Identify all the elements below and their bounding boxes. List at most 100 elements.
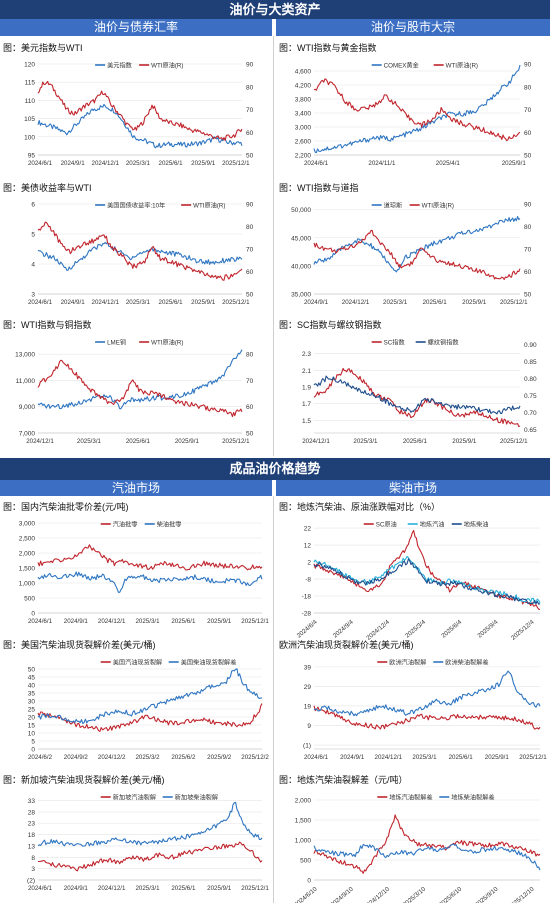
x-tick-label: 2024/9/1 xyxy=(64,618,89,625)
y-tick-label: 500 xyxy=(300,858,311,865)
series-line xyxy=(37,103,243,149)
series-line xyxy=(37,359,243,418)
x-tick-label: 2024/6/1 xyxy=(28,618,53,625)
x-tick-label: 2024/9/2 xyxy=(64,754,89,761)
x-tick-label: 2025/9/2 xyxy=(207,754,232,761)
x-tick-label: 2025/12/1 xyxy=(241,618,269,625)
y-right-tick-label: 90 xyxy=(246,62,254,69)
legend-label: COMEX黄金 xyxy=(384,62,420,70)
x-tick-label: 2025/12/1 xyxy=(222,160,250,167)
y-tick-label: 9 xyxy=(307,723,311,730)
series-line xyxy=(313,78,521,142)
series-line xyxy=(37,668,263,725)
x-tick-label: 2025/12/4 xyxy=(510,618,536,641)
y-right-tick-label: 0.65 xyxy=(524,427,537,434)
y-right-tick-label: 70 xyxy=(524,107,532,114)
y-tick-label: 3 xyxy=(31,292,35,299)
y-tick-label: 2,500 xyxy=(19,536,36,543)
x-tick-label: 2025/9/10 xyxy=(474,885,500,903)
panel-title-gold-wti: 图：WTI指数与黄金指数 xyxy=(279,43,377,53)
legend-label: SC原油 xyxy=(376,521,397,529)
y-right-tick-label: 80 xyxy=(524,224,532,231)
legend-label: WTI原油(R) xyxy=(422,202,454,210)
y-tick-label: 5 xyxy=(31,739,35,746)
y-tick-label: 3 xyxy=(31,866,35,873)
y-tick-label: -28 xyxy=(302,611,312,618)
y-tick-label: 8 xyxy=(31,855,35,862)
series-line xyxy=(37,703,263,732)
series-line xyxy=(313,558,541,605)
y-tick-label: 7,000 xyxy=(19,431,36,438)
x-tick-label: 2025/3/1 xyxy=(135,885,160,892)
chart-ust-wti: 3 4 5 6 50 60 70 80 90 2024/6/1 2024/9/1 2024/12/1 2… xyxy=(28,202,254,307)
y-tick-label: 1,500 xyxy=(295,818,312,825)
subheader-diesel-market: 柴油市场 xyxy=(276,480,550,496)
x-tick-label: 2025/9/1 xyxy=(191,299,216,306)
y-right-tick-label: 70 xyxy=(524,247,532,254)
panel-title-usd-wti: 图：美元指数与WTI xyxy=(3,43,83,53)
legend-label: 柴油批零 xyxy=(157,521,182,529)
series-line xyxy=(313,670,541,717)
y-tick-label: 100 xyxy=(24,134,35,141)
x-tick-label: 2024/9/1 xyxy=(304,299,329,306)
legend-label: WTI原油(R) xyxy=(151,339,183,347)
y-tick-label: 2,600 xyxy=(295,139,312,146)
legend-label: 美国柴油现货裂解差 xyxy=(181,659,237,667)
x-tick-label: 2025/6/1 xyxy=(159,299,184,306)
x-tick-label: 2025/3/2 xyxy=(135,754,160,761)
panel-title-sc-rebar: 图：SC指数与螺纹钢指数 xyxy=(279,320,382,330)
y-tick-label: 105 xyxy=(24,116,35,123)
series-line xyxy=(313,367,521,428)
subheader-gasoline-market: 汽油市场 xyxy=(0,480,272,496)
y-tick-label: 1,000 xyxy=(295,838,312,845)
y-tick-label: 2.3 xyxy=(302,351,311,358)
y-right-tick-label: 50 xyxy=(524,292,532,299)
y-right-tick-label: 60 xyxy=(524,269,532,276)
y-tick-label: 40 xyxy=(28,683,36,690)
y-right-tick-label: 60 xyxy=(246,269,254,276)
legend-label: WTI原油(R) xyxy=(151,62,183,70)
x-tick-label: 2025/6/1 xyxy=(171,618,196,625)
x-tick-label: 2025/9/1 xyxy=(207,618,232,625)
chart-eu-crack: (1) 9 19 29 39 2024/6/1 2024/9/1 2024/12/1 2025/… xyxy=(303,659,547,762)
x-tick-label: 2025/6/1 xyxy=(423,299,448,306)
y-right-tick-label: 80 xyxy=(246,224,254,231)
y-tick-label: 28 xyxy=(28,809,36,816)
y-tick-label: 3,400 xyxy=(295,111,312,118)
chart-teapot-crack: 0 500 1,000 1,500 2,000 2024/6/10 2024/9/10 202… xyxy=(293,794,541,903)
x-tick-label: 2024/12/1 xyxy=(92,160,120,167)
x-tick-label: 2025/12/10 xyxy=(507,885,536,903)
subheader-bonds-fx: 油价与债券汇率 xyxy=(0,19,272,36)
x-tick-label: 2025/12/1 xyxy=(222,299,250,306)
x-tick-label: 2024/9/1 xyxy=(61,299,86,306)
x-tick-label: 2024/6/1 xyxy=(28,160,53,167)
y-tick-label: -18 xyxy=(302,594,312,601)
x-tick-label: 2024/12/1 xyxy=(92,299,120,306)
y-tick-label: (2) xyxy=(27,878,35,885)
y-right-tick-label: 70 xyxy=(246,378,254,385)
y-tick-label: 13,000 xyxy=(15,352,35,359)
y-tick-label: 25 xyxy=(28,707,36,714)
x-tick-label: 2024/12/1 xyxy=(302,438,330,445)
x-tick-label: 2025/12/1 xyxy=(519,754,547,761)
chart-sc-rebar: 1.5 1.7 1.9 2.1 2.3 0.65 0.70 0.75 0.80 0.85 0.90 2… xyxy=(302,339,537,446)
x-tick-label: 2024/12/1 xyxy=(26,438,54,445)
y-right-tick-label: 60 xyxy=(246,404,254,411)
x-tick-label: 2025/9/1 xyxy=(175,438,200,445)
y-right-tick-label: 0.90 xyxy=(524,342,537,349)
legend-label: 汽油批零 xyxy=(113,521,138,529)
legend-label: 美元指数 xyxy=(107,62,133,70)
panel-title-cn-spread: 图：国内汽柴油批零价差(元/吨) xyxy=(3,502,129,512)
x-tick-label: 2025/3/1 xyxy=(383,299,408,306)
y-right-tick-label: 90 xyxy=(524,62,532,69)
y-tick-label: (1) xyxy=(303,743,311,750)
y-tick-label: 23 xyxy=(28,821,36,828)
panel-title-ust-wti: 图：美债收益率与WTI xyxy=(3,183,92,193)
y-tick-label: 0 xyxy=(31,747,35,754)
x-tick-label: 2024/6/1 xyxy=(28,299,53,306)
series-line xyxy=(313,229,521,280)
panel-title-dow-wti: 图：WTI指数与道指 xyxy=(279,183,359,193)
series-line xyxy=(313,814,541,874)
series-line xyxy=(37,241,243,271)
series-line xyxy=(313,375,521,415)
